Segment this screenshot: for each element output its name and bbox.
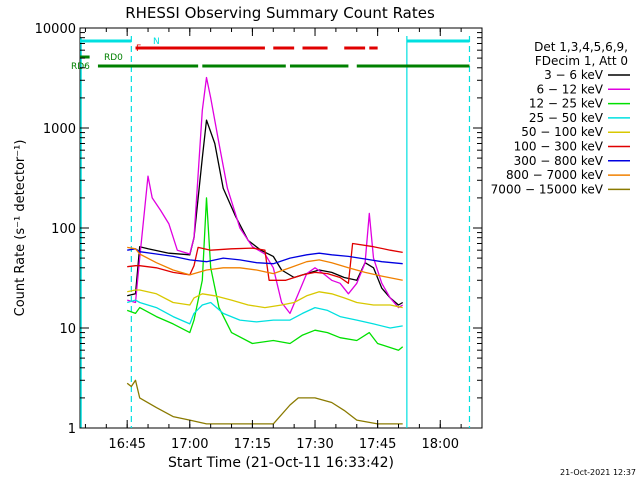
axes: 16:45 17:00 17:15 17:30 17:45 18:00 1 10 100 1000… — [35, 22, 482, 452]
y-tick-label: 10 — [59, 322, 76, 337]
legend-label: 800 − 7000 keV — [506, 168, 604, 182]
flag-label-rd: RD0 — [104, 53, 123, 63]
series-lines — [126, 76, 404, 425]
flag-label-rd6: RD6 — [71, 62, 90, 72]
legend-header-line-2: FDecim 1, Att 0 — [535, 54, 628, 68]
y-tick-label: 1 — [68, 422, 76, 437]
x-tick-label: 17:30 — [296, 437, 333, 452]
observing-flags: N F RD0 RD6 — [71, 36, 471, 428]
y-tick-label: 100 — [51, 222, 76, 237]
legend: Det 1,3,4,5,6,9, FDecim 1, Att 0 3 − 6 k… — [491, 40, 630, 196]
series-line-8 — [126, 379, 403, 425]
flag-label-n: N — [153, 37, 160, 47]
series-line-1 — [127, 76, 404, 315]
legend-label: 100 − 300 keV — [514, 140, 604, 154]
legend-label: 6 − 12 keV — [536, 82, 603, 96]
series-line-7 — [127, 246, 403, 281]
x-tick-label: 17:15 — [234, 437, 271, 452]
x-tick-label: 18:00 — [422, 437, 459, 452]
plot-area — [79, 27, 483, 429]
series-line-4 — [127, 289, 403, 309]
y-axis-label: Count Rate (s⁻¹ detector⁻¹) — [13, 140, 28, 317]
legend-label: 50 − 100 keV — [521, 125, 604, 139]
timestamp: 21-Oct-2021 12:37 — [560, 468, 636, 477]
legend-label: 7000 − 15000 keV — [491, 182, 604, 196]
chart-title: RHESSI Observing Summary Count Rates — [125, 4, 435, 22]
series-line-0 — [127, 119, 404, 306]
series-line-6 — [127, 248, 403, 265]
x-tick-label: 16:45 — [108, 437, 145, 452]
y-tick-label: 1000 — [43, 122, 76, 137]
series-line-2 — [126, 197, 404, 351]
y-tick-label: 10000 — [35, 22, 76, 37]
legend-label: 25 − 50 keV — [529, 111, 604, 125]
legend-label: 3 − 6 keV — [544, 68, 604, 82]
flag-label-f: F — [136, 44, 141, 54]
legend-header-line-1: Det 1,3,4,5,6,9, — [534, 40, 628, 54]
series-line-5 — [127, 242, 403, 284]
legend-label: 300 − 800 keV — [514, 154, 604, 168]
x-tick-label: 17:00 — [171, 437, 208, 452]
x-tick-label: 17:45 — [359, 437, 396, 452]
legend-label: 12 − 25 keV — [529, 97, 604, 111]
series-line-3 — [127, 299, 403, 329]
x-axis-label: Start Time (21-Oct-11 16:33:42) — [168, 455, 394, 471]
